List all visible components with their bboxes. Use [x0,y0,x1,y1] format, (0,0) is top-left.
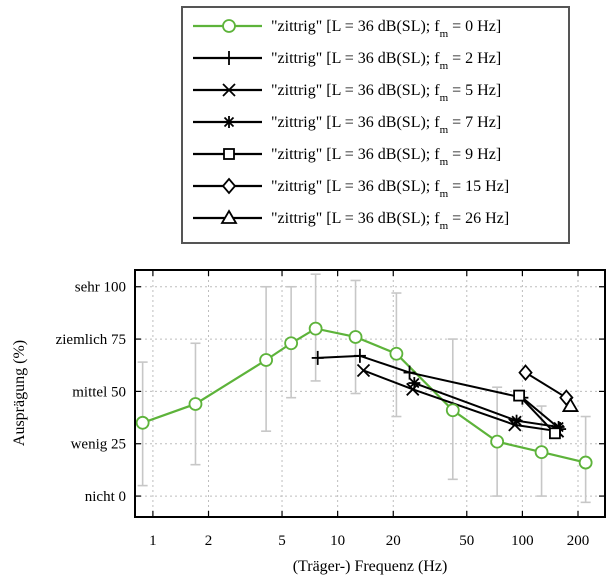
legend-label: "zittrig" [L = 36 dB(SL); fm = 15 Hz] [271,178,509,200]
legend-label: "zittrig" [L = 36 dB(SL); fm = 7 Hz] [271,114,501,136]
legend-label: "zittrig" [L = 36 dB(SL); fm = 9 Hz] [271,146,501,168]
data-point-s4 [513,389,526,402]
data-point-s0 [135,415,150,430]
x-tick-label: 2 [205,533,213,549]
x-tick-label: 200 [567,533,590,549]
legend-marker [222,19,236,33]
axis-ticks: 1 2 5 10 20 50 100 200 nicht 0 wenig 25 mittel 50 z… [56,270,605,549]
data-point-s5 [518,364,533,381]
data-point-s0 [490,434,505,449]
series-line-2 [363,369,558,433]
data-point-s3 [510,414,523,427]
legend-label: "zittrig" [L = 36 dB(SL); fm = 0 Hz] [271,18,501,40]
data-point-s1 [403,365,416,380]
x-tick-label: 100 [511,533,534,549]
legend-marker [223,116,235,128]
data-point-s0 [578,455,593,470]
data-point-s3 [408,377,421,390]
legend-marker [223,148,235,160]
x-axis-label: (Träger-) Frequenz (Hz) [293,558,448,575]
data-point-s0 [348,330,363,344]
y-axis-label: Ausprägung (%) [11,340,28,446]
legend-label: "zittrig" [L = 36 dB(SL); fm = 26 Hz] [271,210,509,232]
data-point-s0 [259,353,274,367]
data-point-s4 [549,427,561,440]
data-point-s0 [308,321,323,336]
legend-box [181,6,570,244]
x-tick-label: 5 [278,533,286,549]
x-tick-label: 1 [149,533,157,549]
y-tick-label: wenig 25 [71,437,126,453]
legend-entry: "zittrig" [L = 36 dB(SL); fm = 0 Hz] [193,18,501,40]
legend-entry: "zittrig" [L = 36 dB(SL); fm = 26 Hz] [193,209,509,232]
legend-marker [223,51,235,65]
plot-frame [134,269,606,518]
legend-marker [222,83,236,97]
legend-label: "zittrig" [L = 36 dB(SL); fm = 2 Hz] [271,50,501,72]
data-point-s0 [534,445,549,460]
legend: "zittrig" [L = 36 dB(SL); fm = 0 Hz] "zit… [181,6,570,244]
legend-entry: "zittrig" [L = 36 dB(SL); fm = 2 Hz] [193,50,501,72]
series-line-4 [518,394,556,434]
data-point-s0 [389,346,404,361]
x-tick-label: 10 [330,533,345,549]
x-tick-label: 50 [459,533,474,549]
grid [135,270,605,517]
legend-marker [220,209,238,224]
series-line-5 [525,371,567,399]
data-point-s2 [356,363,371,378]
series-markers [135,321,593,470]
x-tick-label: 20 [386,533,401,549]
data-point-s1 [353,348,366,363]
data-point-s6 [561,397,580,412]
legend-entry: "zittrig" [L = 36 dB(SL); fm = 7 Hz] [193,114,501,136]
data-point-s0 [284,336,299,351]
legend-entry: "zittrig" [L = 36 dB(SL); fm = 5 Hz] [193,82,501,104]
legend-entry: "zittrig" [L = 36 dB(SL); fm = 15 Hz] [193,177,509,200]
data-point-s0 [188,397,203,411]
data-point-s0 [445,403,460,418]
y-tick-label: sehr 100 [75,280,126,296]
legend-entry: "zittrig" [L = 36 dB(SL); fm = 9 Hz] [193,146,501,168]
y-tick-label: nicht 0 [85,489,126,505]
legend-marker [221,177,237,195]
y-tick-label: mittel 50 [72,384,126,400]
legend-label: "zittrig" [L = 36 dB(SL); fm = 5 Hz] [271,82,501,104]
error-bars [137,273,591,504]
y-tick-label: ziemlich 75 [56,332,126,348]
data-point-s1 [311,350,324,365]
